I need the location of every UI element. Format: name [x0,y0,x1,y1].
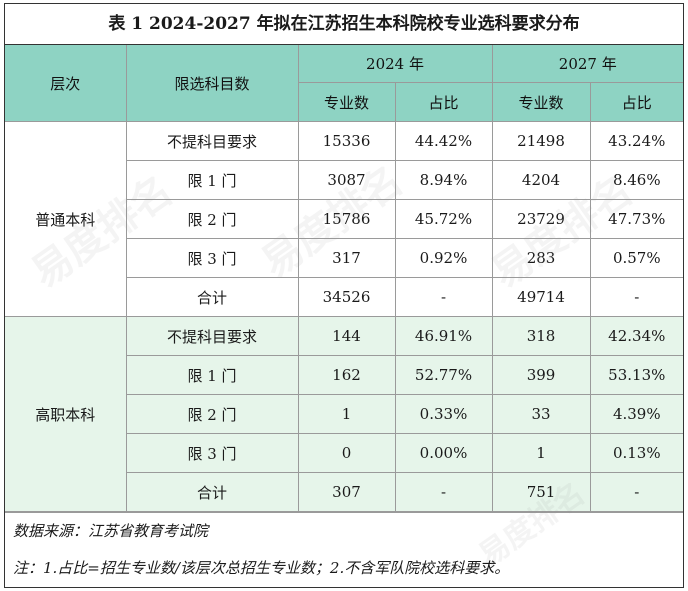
count-2027-cell: 1 [491,433,591,473]
header-year-2024: 2024 年 [297,45,493,83]
group-regular-undergrad: 普通本科 不提科目要求 15336 44.42% 21498 43.24% 限 … [5,121,684,317]
count-2024-cell: 15786 [297,199,396,239]
level-cell: 普通本科 [5,121,127,317]
selection-requirements-table: 层次 限选科目数 2024 年 2027 年 专业数 占比 专业数 占比 普通本… [5,45,684,512]
table-row: 限 3 门 0 0.00% 1 0.13% [5,433,684,473]
ratio-2027-cell: 8.46% [589,160,684,200]
table-row: 限 1 门 162 52.77% 399 53.13% [5,355,684,395]
table-row: 普通本科 不提科目要求 15336 44.42% 21498 43.24% [5,121,684,317]
count-2027-cell: 283 [491,238,591,278]
count-2027-cell: 4204 [491,160,591,200]
ratio-2024-cell: - [394,472,493,512]
table-row: 限 1 门 3087 8.94% 4204 8.46% [5,160,684,200]
header-row-1: 层次 限选科目数 2024 年 2027 年 [5,45,684,122]
ratio-2027-cell: 0.57% [589,238,684,278]
count-2024-cell: 144 [297,316,396,356]
header-year-2027: 2027 年 [491,45,684,83]
count-2024-cell: 0 [297,433,396,473]
count-2024-cell: 34526 [297,277,396,317]
header-count-2024: 专业数 [298,82,396,122]
table-title: 表 1 2024-2027 年拟在江苏招生本科院校专业选科要求分布 [5,4,683,45]
ratio-2027-cell: - [589,472,684,512]
table-row: 合计 307 - 751 - [5,472,684,512]
count-2024-cell: 162 [297,355,396,395]
count-2027-cell: 49714 [491,277,591,317]
ratio-2027-cell: 43.24% [589,121,684,161]
header-level: 层次 [5,45,127,122]
subjects-cell: 限 2 门 [126,394,299,434]
ratio-2027-cell: 0.13% [589,433,684,473]
header-ratio-2024: 占比 [394,82,493,122]
header-ratio-2027: 占比 [589,82,684,122]
subjects-cell: 不提科目要求 [125,121,299,161]
table-row: 高职本科 不提科目要求 144 46.91% 318 42.34% [5,316,684,512]
subjects-cell: 限 2 门 [126,199,299,239]
table-row: 限 2 门 1 0.33% 33 4.39% [5,394,684,434]
ratio-2024-cell: 45.72% [394,199,493,239]
table-row: 合计 34526 - 49714 - [5,277,684,317]
count-2027-cell: 399 [491,355,591,395]
subjects-cell: 限 3 门 [126,238,299,278]
count-2027-cell: 21498 [491,121,591,161]
count-2024-cell: 15336 [297,121,396,161]
ratio-2027-cell: - [589,277,684,317]
ratio-2024-cell: - [394,277,493,317]
subjects-cell: 限 1 门 [126,355,299,395]
count-2024-cell: 1 [297,394,396,434]
ratio-2024-cell: 8.94% [394,160,493,200]
subjects-cell: 不提科目要求 [125,316,299,356]
count-2027-cell: 23729 [491,199,591,239]
subjects-cell: 合计 [126,472,299,512]
ratio-2027-cell: 47.73% [589,199,684,239]
ratio-2024-cell: 0.33% [394,394,493,434]
count-2027-cell: 318 [491,316,591,356]
ratio-2024-cell: 44.42% [394,121,493,161]
level-cell: 高职本科 [5,316,127,512]
ratio-2024-cell: 0.00% [394,433,493,473]
table-row: 限 2 门 15786 45.72% 23729 47.73% [5,199,684,239]
ratio-2027-cell: 4.39% [589,394,684,434]
count-2024-cell: 307 [297,472,396,512]
ratio-2024-cell: 0.92% [394,238,493,278]
header-count-2027: 专业数 [491,82,591,122]
count-2027-cell: 751 [491,472,591,512]
ratio-2027-cell: 53.13% [589,355,684,395]
table-notes: 数据来源：江苏省教育考试院 注：1.占比=招生专业数/该层次总招生专业数；2.不… [5,512,683,587]
group-vocational-undergrad: 高职本科 不提科目要求 144 46.91% 318 42.34% 限 1 门 … [5,316,684,512]
ratio-2024-cell: 52.77% [394,355,493,395]
data-source: 数据来源：江苏省教育考试院 [13,522,209,540]
table-container: 表 1 2024-2027 年拟在江苏招生本科院校专业选科要求分布 层次 限选科… [4,3,684,588]
footnote: 注：1.占比=招生专业数/该层次总招生专业数；2.不含军队院校选科要求。 [13,559,510,577]
ratio-2024-cell: 46.91% [394,316,493,356]
count-2024-cell: 317 [297,238,396,278]
subjects-cell: 限 3 门 [126,433,299,473]
header-subjects: 限选科目数 [125,45,299,122]
subjects-cell: 限 1 门 [126,160,299,200]
ratio-2027-cell: 42.34% [589,316,684,356]
subjects-cell: 合计 [126,277,299,317]
count-2024-cell: 3087 [297,160,396,200]
count-2027-cell: 33 [491,394,591,434]
